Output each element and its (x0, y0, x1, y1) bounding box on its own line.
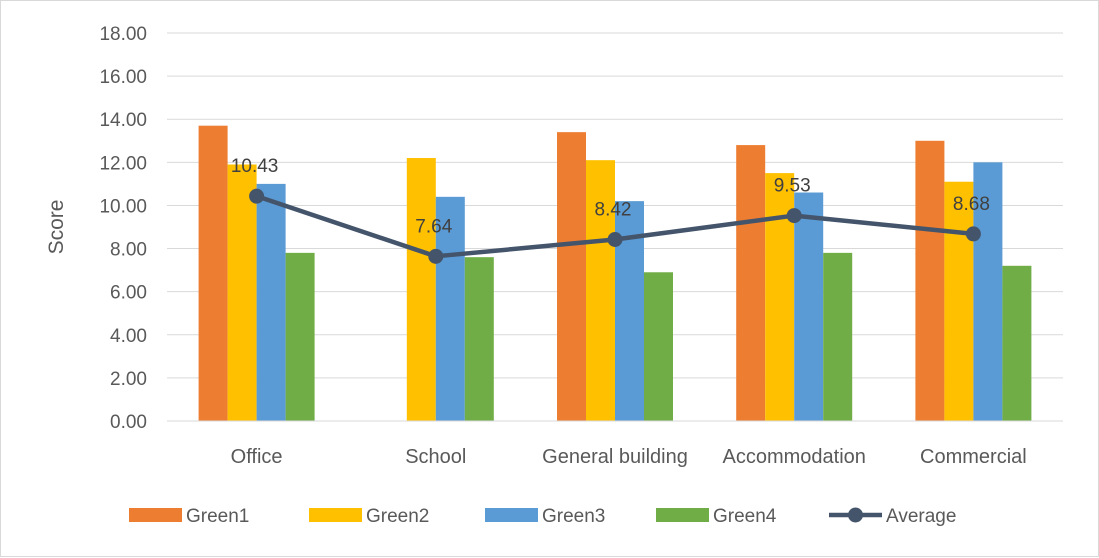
average-marker (965, 226, 981, 242)
y-tick-label: 6.00 (110, 283, 147, 304)
bar-green4 (644, 272, 673, 421)
bar-green3 (256, 183, 286, 421)
legend-label: Average (886, 506, 956, 527)
x-axis-category-labels: Office School General building Accommodatio… (231, 446, 1027, 468)
y-tick-label: 0.00 (110, 412, 147, 433)
y-tick-label: 2.00 (110, 369, 147, 390)
bar-green2 (944, 181, 974, 421)
legend-swatch-green1 (129, 508, 182, 522)
data-labels: 10.43 7.64 8.42 9.53 8.68 (231, 156, 990, 237)
average-line (249, 188, 981, 264)
bar-green2 (586, 160, 615, 421)
legend-swatch-green3 (485, 508, 538, 522)
y-tick-label: 10.00 (99, 196, 147, 217)
average-marker (607, 232, 623, 248)
y-tick-label: 12.00 (99, 153, 147, 174)
bar-green3 (973, 162, 1003, 422)
bar-green4 (464, 257, 494, 421)
y-axis-title: Score (45, 200, 68, 255)
legend-label: Green3 (542, 506, 605, 527)
bar-green2 (227, 164, 257, 421)
average-marker (428, 248, 444, 264)
bar-green3 (435, 196, 465, 421)
legend: Green1 Green2 Green3 Green4 Average (129, 506, 956, 527)
legend-swatch-green4 (656, 508, 709, 522)
bar-green1 (915, 140, 945, 421)
y-tick-label: 16.00 (99, 67, 147, 88)
average-data-label: 9.53 (774, 176, 811, 197)
bar-green1 (557, 132, 586, 421)
legend-swatch-average-marker (848, 507, 863, 523)
legend-label: Green1 (186, 506, 249, 527)
bars (198, 125, 1032, 422)
average-marker (249, 188, 265, 204)
bar-green1 (736, 145, 766, 422)
average-data-label: 8.68 (953, 194, 990, 215)
x-category-label: Commercial (920, 446, 1027, 468)
y-tick-label: 4.00 (110, 326, 147, 347)
average-data-label: 8.42 (595, 200, 632, 221)
bar-green4 (1002, 265, 1032, 421)
y-tick-label: 8.00 (110, 240, 147, 261)
x-category-label: Office (231, 446, 283, 468)
legend-label: Green2 (366, 506, 429, 527)
x-category-label: School (405, 446, 466, 468)
bar-green1 (198, 125, 228, 421)
x-category-label: General building (542, 446, 688, 468)
bar-green2 (406, 158, 436, 421)
x-category-label: Accommodation (722, 446, 865, 468)
average-data-label: 10.43 (231, 156, 279, 177)
y-axis-tick-labels: 0.00 2.00 4.00 6.00 8.00 10.00 12.00 14.00 16.00… (99, 24, 147, 433)
average-data-label: 7.64 (415, 216, 452, 237)
bar-green4 (823, 252, 853, 421)
bar-green3 (794, 192, 824, 421)
legend-label: Green4 (713, 506, 777, 527)
legend-swatch-green2 (309, 508, 362, 522)
y-tick-label: 18.00 (99, 24, 147, 45)
y-tick-label: 14.00 (99, 110, 147, 131)
average-marker (786, 208, 802, 224)
bar-green4 (285, 252, 315, 421)
